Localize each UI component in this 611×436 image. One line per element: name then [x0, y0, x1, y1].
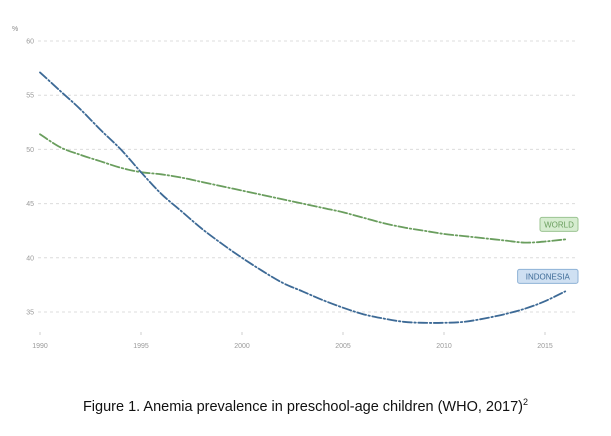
y-tick-label: 55 — [26, 93, 34, 100]
series-label-box — [539, 216, 579, 232]
x-tick-label: 2010 — [436, 343, 452, 350]
y-tick-label: 60 — [26, 39, 34, 46]
x-tick-label: 1990 — [32, 343, 48, 350]
series-line-world — [39, 133, 567, 244]
series-label-indonesia: INDONESIA — [517, 268, 579, 284]
y-unit-label: % — [12, 26, 18, 33]
x-tick-label: 1995 — [133, 343, 149, 350]
y-tick-label: 50 — [26, 147, 34, 154]
y-tick-label: 35 — [26, 310, 34, 317]
x-tick-label: 2015 — [537, 343, 553, 350]
series-lines — [39, 71, 567, 324]
x-axis-ticks: 1990 1995 2000 2005 2010 2015 — [32, 332, 553, 350]
series-labels: WORLD INDONESIA — [517, 216, 579, 284]
series-label-text: WORLD — [544, 220, 574, 229]
x-tick-label: 2000 — [234, 343, 250, 350]
grid-lines — [38, 40, 578, 313]
series-label-box — [517, 268, 579, 284]
caption-text: Figure 1. Anemia prevalence in preschool… — [82, 398, 524, 415]
caption-superscript: 2 — [523, 397, 529, 407]
figure-caption: Figure 1. Anemia prevalence in preschool… — [0, 397, 611, 415]
series-label-world: WORLD — [539, 216, 579, 232]
series-line-indonesia — [39, 71, 567, 324]
y-tick-label: 45 — [26, 201, 34, 208]
y-axis-ticks: 60 55 50 45 40 35 — [26, 39, 34, 317]
series-label-text: INDONESIA — [526, 272, 571, 281]
x-tick-label: 2005 — [335, 343, 351, 350]
y-tick-label: 40 — [26, 255, 34, 262]
